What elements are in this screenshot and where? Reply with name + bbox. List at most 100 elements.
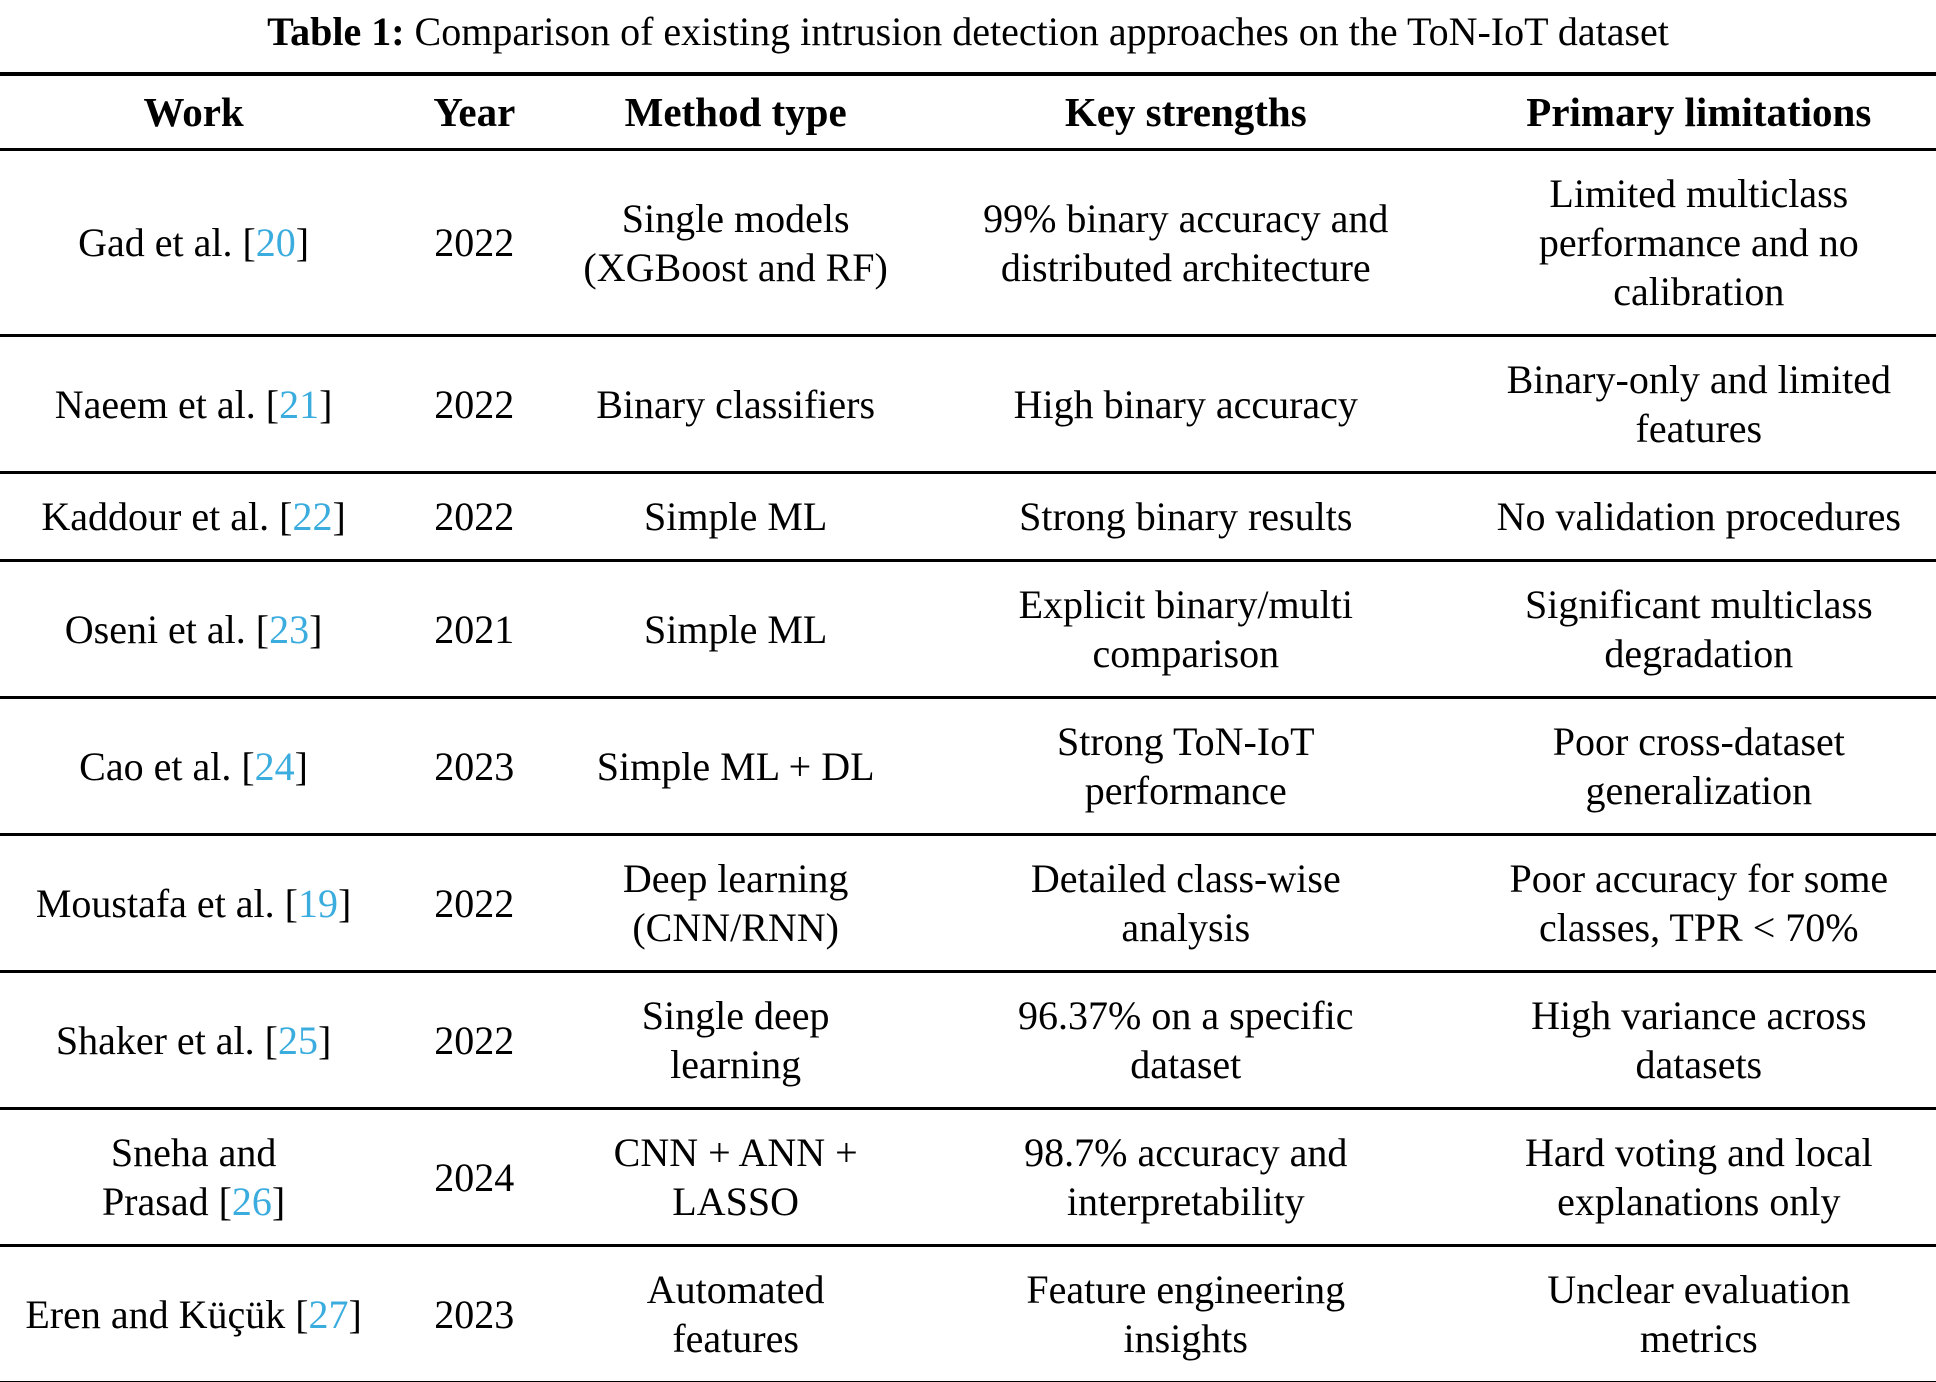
table-caption-label: Table 1: (267, 9, 405, 54)
work-authors: Kaddour et al. (41, 494, 270, 539)
citation-link[interactable]: 25 (278, 1017, 318, 1063)
year-cell: 2023 (434, 743, 515, 789)
work-authors: Moustafa et al. (35, 880, 275, 926)
citation-bracket: ] (348, 1291, 362, 1337)
citation-bracket: [ (295, 1291, 309, 1337)
citation-bracket: [ (242, 220, 256, 265)
strengths-cell: Strong ToN-IoT performance (1056, 719, 1315, 813)
table-row: Sneha and Prasad [26] 2024 CNN + ANN + L… (0, 1109, 1936, 1246)
citation-bracket: [ (241, 743, 255, 789)
header-key-strengths: Key strengths (909, 74, 1462, 151)
year-cell: 2022 (434, 381, 515, 427)
work-authors: Sneha and Prasad (101, 1130, 277, 1224)
method-cell: Simple ML + DL (596, 743, 875, 789)
citation-link[interactable]: 27 (308, 1291, 349, 1337)
citation-bracket: ] (309, 606, 323, 652)
table-caption-text: Comparison of existing intrusion detecti… (414, 9, 1669, 54)
table-row: Cao et al. [24] 2023 Simple ML + DL Stro… (0, 698, 1936, 835)
strengths-cell: 99% binary accuracy and distributed arch… (983, 195, 1389, 290)
citation-bracket: ] (271, 1179, 286, 1224)
work-authors: Oseni et al. (64, 606, 246, 652)
header-year: Year (387, 74, 562, 151)
citation-bracket: ] (332, 494, 346, 539)
method-cell: Simple ML (643, 494, 828, 539)
year-cell: 2021 (434, 606, 515, 652)
strengths-cell: 98.7% accuracy and interpretability (1024, 1130, 1348, 1224)
year-cell: 2022 (434, 220, 515, 265)
header-row: Work Year Method type Key strengths Prim… (0, 74, 1936, 151)
work-authors: Shaker et al. (55, 1017, 255, 1063)
limitations-cell: Binary-only and limited features (1506, 357, 1891, 451)
work-cell: Cao et al. [24] (0, 698, 387, 835)
table-row: Naeem et al. [21] 2022 Binary classifier… (0, 336, 1936, 473)
work-authors: Gad et al. (78, 220, 233, 265)
citation-link[interactable]: 19 (298, 880, 338, 926)
citation-link[interactable]: 22 (292, 494, 333, 539)
citation-link[interactable]: 23 (269, 606, 310, 652)
table-row: Kaddour et al. [22] 2022 Simple ML Stron… (0, 473, 1936, 561)
header-work: Work (0, 74, 388, 151)
table-row: Gad et al. [20] 2022 Single models (XGBo… (0, 150, 1936, 336)
method-cell: CNN + ANN + LASSO (613, 1130, 858, 1224)
citation-bracket: [ (284, 880, 298, 926)
citation-bracket: ] (319, 381, 333, 427)
header-method-type: Method type (561, 74, 910, 151)
year-cell: 2024 (434, 1154, 515, 1200)
comparison-table: Work Year Method type Key strengths Prim… (0, 72, 1936, 1382)
method-cell: Single models (XGBoost and RF) (583, 195, 888, 290)
header-primary-limitations: Primary limitations (1461, 74, 1936, 151)
year-cell: 2022 (434, 880, 515, 926)
work-authors: Eren and Küçük (25, 1291, 286, 1337)
strengths-cell: Detailed class-wise analysis (1030, 856, 1341, 950)
year-cell: 2022 (434, 1017, 515, 1063)
method-cell: Simple ML (643, 606, 828, 652)
strengths-cell: Feature engineering insights (1026, 1267, 1346, 1361)
strengths-cell: Explicit binary/multi comparison (1018, 582, 1353, 676)
work-cell: Eren and Küçük [27] (0, 1246, 387, 1382)
table-row: Moustafa et al. [19] 2022 Deep learning … (0, 835, 1936, 972)
method-cell: Single deep learning (641, 993, 830, 1087)
citation-bracket: [ (279, 494, 293, 539)
year-cell: 2022 (434, 494, 515, 539)
work-cell: Kaddour et al. [22] (0, 473, 387, 561)
method-cell: Deep learning (CNN/RNN) (622, 856, 849, 950)
table-caption: Table 1: Comparison of existing intrusio… (0, 0, 1936, 72)
limitations-cell: Significant multiclass degradation (1524, 582, 1873, 676)
citation-bracket: [ (255, 606, 270, 652)
work-cell: Moustafa et al. [19] (0, 835, 387, 972)
work-cell: Shaker et al. [25] (0, 972, 387, 1109)
citation-bracket: ] (338, 880, 352, 926)
work-cell: Naeem et al. [21] (0, 336, 387, 473)
citation-link[interactable]: 20 (255, 220, 296, 265)
citation-link[interactable]: 24 (254, 743, 295, 789)
work-cell: Gad et al. [20] (0, 150, 387, 336)
method-cell: Automated features (646, 1267, 825, 1361)
citation-bracket: [ (265, 381, 280, 427)
citation-bracket: ] (294, 743, 308, 789)
limitations-cell: No validation procedures (1496, 494, 1901, 539)
year-cell: 2023 (434, 1291, 515, 1337)
limitations-cell: Poor cross-dataset generalization (1552, 719, 1845, 813)
work-authors: Naeem et al. (54, 381, 256, 427)
citation-link[interactable]: 21 (279, 381, 320, 427)
strengths-cell: 96.37% on a specific dataset (1018, 993, 1354, 1087)
work-authors: Cao et al. (79, 743, 232, 789)
method-cell: Binary classifiers (596, 381, 876, 427)
citation-bracket: [ (218, 1179, 232, 1224)
work-cell: Sneha and Prasad [26] (0, 1109, 387, 1246)
citation-link[interactable]: 26 (231, 1179, 272, 1224)
citation-bracket: ] (295, 220, 310, 265)
limitations-cell: Poor accuracy for some classes, TPR < 70… (1509, 856, 1889, 950)
table-row: Oseni et al. [23] 2021 Simple ML Explici… (0, 561, 1936, 698)
limitations-cell: Hard voting and local explanations only (1524, 1130, 1873, 1224)
table-row: Shaker et al. [25] 2022 Single deep lear… (0, 972, 1936, 1109)
citation-bracket: ] (318, 1017, 332, 1063)
limitations-cell: High variance across datasets (1531, 993, 1867, 1087)
strengths-cell: High binary accuracy (1013, 381, 1358, 427)
table-row: Eren and Küçük [27] 2023 Automated featu… (0, 1246, 1936, 1382)
work-cell: Oseni et al. [23] (0, 561, 387, 698)
strengths-cell: Strong binary results (1019, 494, 1353, 539)
limitations-cell: Unclear evaluation metrics (1547, 1267, 1851, 1361)
limitations-cell: Limited multiclass performance and no ca… (1538, 171, 1859, 314)
